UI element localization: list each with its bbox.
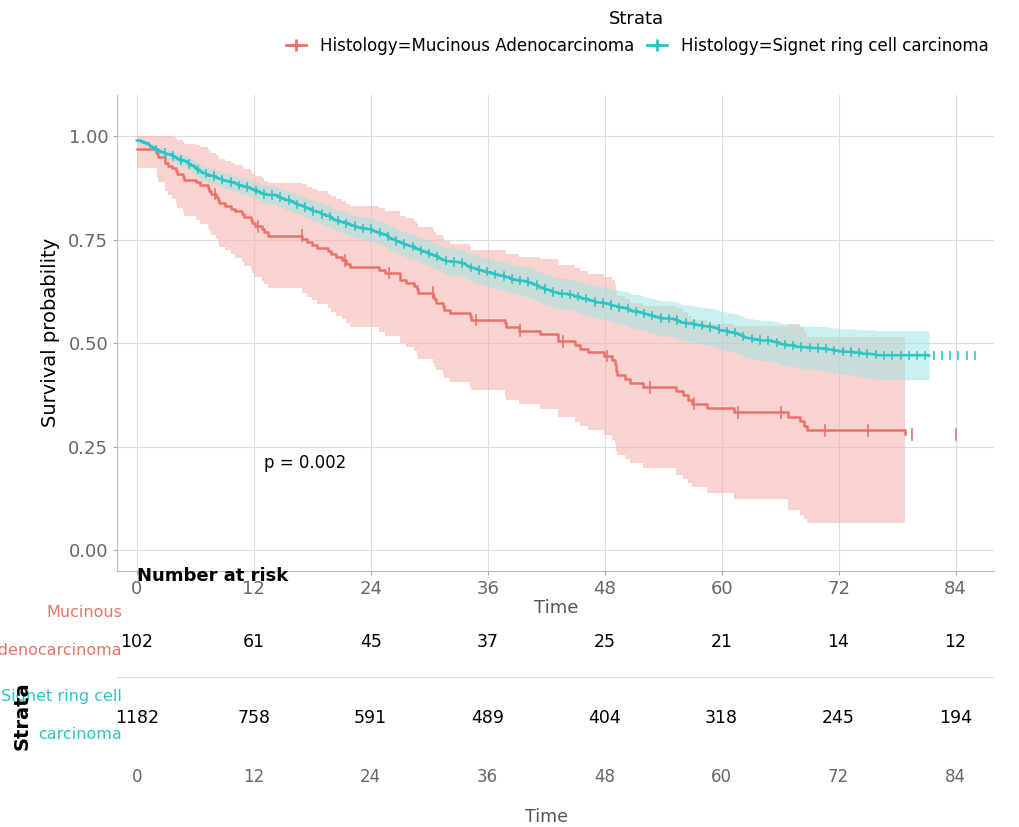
Text: 591: 591 bbox=[354, 710, 387, 728]
Text: 24: 24 bbox=[360, 768, 381, 786]
Text: carcinoma: carcinoma bbox=[39, 727, 122, 742]
Text: 0: 0 bbox=[131, 768, 142, 786]
Text: 758: 758 bbox=[237, 710, 270, 728]
Text: Mucinous: Mucinous bbox=[46, 605, 122, 620]
Text: Time: Time bbox=[524, 808, 568, 826]
Text: 45: 45 bbox=[360, 633, 381, 652]
Text: 318: 318 bbox=[704, 710, 738, 728]
Text: 25: 25 bbox=[593, 633, 615, 652]
Text: Strata: Strata bbox=[13, 681, 32, 749]
Text: Adenocarcinoma: Adenocarcinoma bbox=[0, 643, 122, 658]
Text: 12: 12 bbox=[243, 768, 264, 786]
Text: 60: 60 bbox=[710, 768, 732, 786]
Text: 1182: 1182 bbox=[115, 710, 159, 728]
Text: 61: 61 bbox=[243, 633, 265, 652]
Text: 37: 37 bbox=[476, 633, 498, 652]
Text: 489: 489 bbox=[471, 710, 503, 728]
Legend: Histology=Mucinous Adenocarcinoma, Histology=Signet ring cell carcinoma: Histology=Mucinous Adenocarcinoma, Histo… bbox=[279, 3, 994, 61]
Text: 194: 194 bbox=[938, 710, 971, 728]
Text: 21: 21 bbox=[710, 633, 732, 652]
Text: 102: 102 bbox=[120, 633, 153, 652]
Text: 36: 36 bbox=[477, 768, 497, 786]
Text: 245: 245 bbox=[821, 710, 854, 728]
Text: 72: 72 bbox=[827, 768, 848, 786]
Text: 14: 14 bbox=[826, 633, 849, 652]
X-axis label: Time: Time bbox=[533, 599, 578, 617]
Y-axis label: Survival probability: Survival probability bbox=[41, 238, 60, 428]
Text: 404: 404 bbox=[588, 710, 621, 728]
Text: p = 0.002: p = 0.002 bbox=[263, 454, 345, 472]
Text: Signet ring cell: Signet ring cell bbox=[1, 689, 122, 704]
Text: Number at risk: Number at risk bbox=[137, 566, 287, 585]
Text: 48: 48 bbox=[593, 768, 614, 786]
Text: 84: 84 bbox=[944, 768, 965, 786]
Text: 12: 12 bbox=[944, 633, 966, 652]
